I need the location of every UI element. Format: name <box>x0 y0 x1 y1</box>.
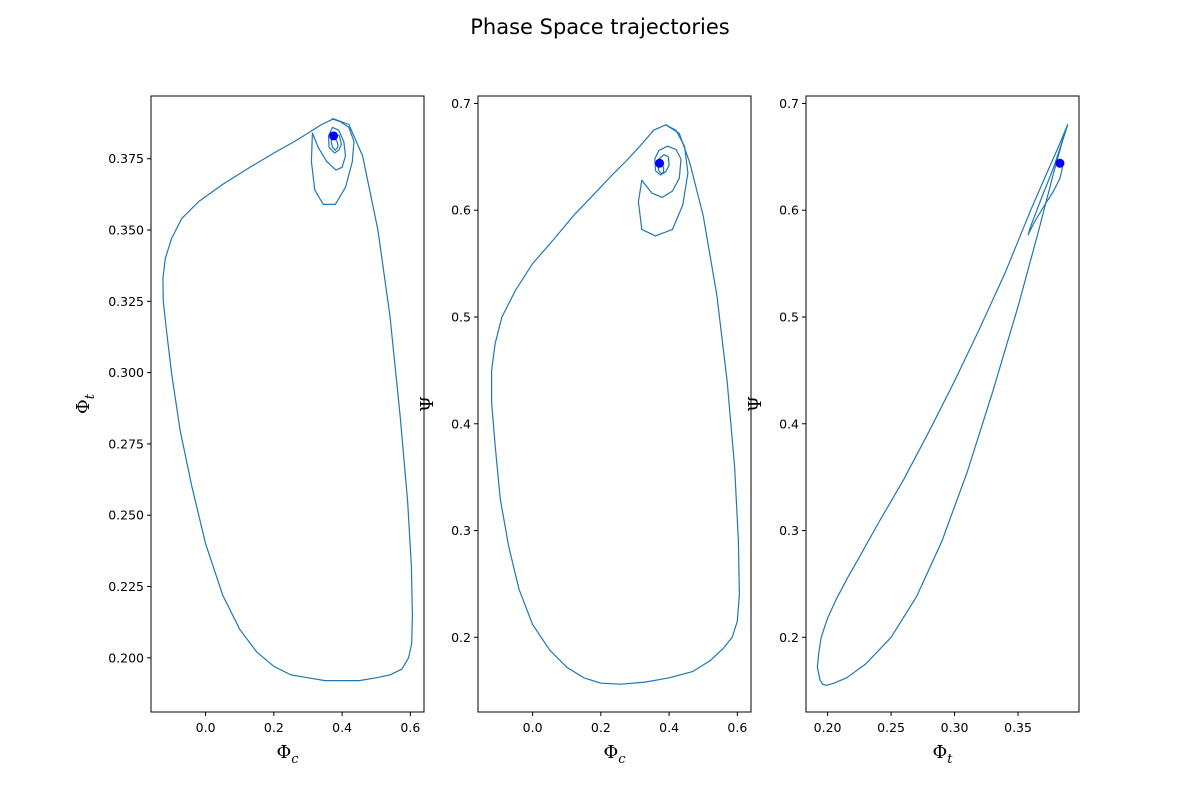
x-tick-label: 0.35 <box>1004 720 1032 735</box>
axes-frame <box>805 95 1080 713</box>
x-tick-label: 0.2 <box>264 720 284 735</box>
series-limit-cycle <box>491 124 741 685</box>
y-tick-label: 0.7 <box>779 96 799 111</box>
x-axis-label: Φt <box>933 742 954 767</box>
y-axis-label: Φt <box>73 393 98 414</box>
y-tick-label: 0.225 <box>108 579 144 594</box>
series-transient-spiral <box>637 124 689 237</box>
y-axis-label: Ψ <box>417 396 438 412</box>
x-tick-label: 0.0 <box>523 720 543 735</box>
axes-frame <box>477 95 752 713</box>
series-transient <box>1027 124 1069 236</box>
x-tick-label: 0.6 <box>727 720 747 735</box>
x-tick-label: 0.4 <box>332 720 352 735</box>
y-tick-label: 0.3 <box>779 523 799 538</box>
x-axis-label: Φc <box>603 742 626 767</box>
series-limit-cycle <box>162 118 413 682</box>
panel-phic-vs-phit: 0.0 0.2 0.4 0.6 0.200 0.225 0.250 0.275 0.300 0.3… <box>73 95 425 767</box>
series-limit-cycle <box>816 124 1069 686</box>
series-transient-spiral <box>310 118 355 205</box>
axes-frame <box>150 95 425 713</box>
x-tick-label: 0.4 <box>659 720 679 735</box>
y-tick-label: 0.5 <box>779 309 799 324</box>
y-tick-label: 0.275 <box>108 436 144 451</box>
x-tick-label: 0.2 <box>591 720 611 735</box>
current-state-marker <box>329 131 339 141</box>
y-tick-label: 0.4 <box>451 416 471 431</box>
x-tick-label: 0.20 <box>814 720 842 735</box>
x-tick-label: 0.0 <box>196 720 216 735</box>
y-tick-label: 0.3 <box>451 523 471 538</box>
y-axis-label: Ψ <box>745 396 766 412</box>
y-tick-label: 0.5 <box>451 309 471 324</box>
y-tick-label: 0.2 <box>451 630 471 645</box>
figure-title: Phase Space trajectories <box>470 15 730 39</box>
y-tick-label: 0.375 <box>108 151 144 166</box>
y-tick-label: 0.4 <box>779 416 799 431</box>
y-tick-label: 0.6 <box>779 203 799 218</box>
y-tick-label: 0.6 <box>451 203 471 218</box>
y-tick-label: 0.300 <box>108 365 144 380</box>
y-tick-label: 0.2 <box>779 630 799 645</box>
y-tick-label: 0.7 <box>451 96 471 111</box>
y-tick-label: 0.350 <box>108 223 144 238</box>
x-tick-label: 0.25 <box>877 720 905 735</box>
current-state-marker <box>655 158 665 168</box>
x-tick-label: 0.6 <box>400 720 420 735</box>
x-axis-label: Φc <box>276 742 299 767</box>
y-tick-label: 0.250 <box>108 508 144 523</box>
y-tick-label: 0.325 <box>108 294 144 309</box>
panel-phic-vs-psi: 0.0 0.2 0.4 0.6 0.2 0.3 0.4 0.5 0.6 0.7 Φc Ψ <box>417 95 752 767</box>
y-tick-label: 0.200 <box>108 650 144 665</box>
panel-phit-vs-psi: 0.20 0.25 0.30 0.35 0.2 0.3 0.4 0.5 0.6 0.7 Φt Ψ <box>745 95 1080 767</box>
current-state-marker <box>1055 158 1065 168</box>
x-tick-label: 0.30 <box>941 720 969 735</box>
